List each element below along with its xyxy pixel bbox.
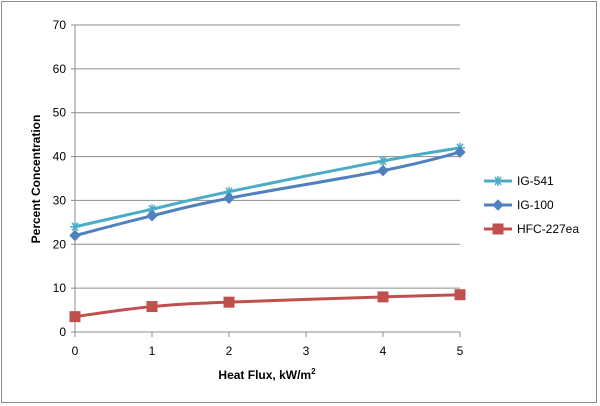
data-point	[377, 291, 389, 303]
x-axis-title-superscript: 2	[311, 367, 316, 376]
series-lines	[69, 142, 466, 323]
y-tick-label: 50	[53, 106, 67, 120]
legend-label: IG-541	[517, 174, 554, 188]
series-hfc-227ea	[69, 289, 466, 323]
x-axis-title-text: Heat Flux, kW/m	[218, 368, 311, 382]
legend-marker	[492, 199, 504, 211]
x-tick-label: 1	[149, 344, 156, 358]
x-tick-label: 2	[226, 344, 233, 358]
y-tick-label: 30	[53, 193, 67, 207]
series-ig-100	[69, 146, 466, 242]
x-tick-label: 4	[380, 344, 387, 358]
data-point	[454, 146, 466, 158]
legend-label: HFC-227ea	[517, 222, 579, 236]
x-tick-label: 0	[72, 344, 79, 358]
legend: IG-541 IG-100 HFC-227ea	[484, 174, 579, 236]
data-point	[146, 301, 158, 313]
legend-item: IG-541	[484, 174, 554, 188]
y-tick-label: 10	[53, 281, 67, 295]
y-tick-label: 60	[53, 62, 67, 76]
data-point	[223, 192, 235, 204]
y-tick-label: 70	[53, 18, 67, 32]
data-point	[147, 204, 157, 215]
y-tick-label: 20	[53, 237, 67, 251]
legend-marker	[493, 176, 503, 186]
legend-label: IG-100	[517, 198, 554, 212]
data-point	[377, 164, 389, 177]
y-axis-title: Percent Concentration	[29, 115, 43, 244]
legend-marker	[492, 223, 504, 235]
x-tick-label: 3	[303, 344, 310, 358]
x-tick-label: 5	[457, 344, 464, 358]
series-line	[74, 150, 461, 237]
data-point	[378, 155, 388, 166]
series-line	[74, 146, 461, 229]
axes: 0 10 20 30 40 50 60 70 0 1 2 3 4 5	[53, 18, 464, 358]
data-point	[223, 296, 235, 308]
gridlines	[75, 24, 460, 289]
x-axis-title: Heat Flux, kW/m2	[218, 367, 316, 382]
legend-item: IG-100	[484, 198, 554, 212]
y-tick-label: 0	[59, 325, 66, 339]
data-point	[69, 229, 81, 242]
data-point	[69, 311, 81, 323]
data-point	[146, 210, 158, 222]
data-point	[454, 289, 466, 301]
legend-item: HFC-227ea	[484, 222, 579, 236]
data-point	[70, 221, 80, 232]
y-tick-label: 40	[53, 150, 67, 164]
series-line	[74, 293, 461, 319]
